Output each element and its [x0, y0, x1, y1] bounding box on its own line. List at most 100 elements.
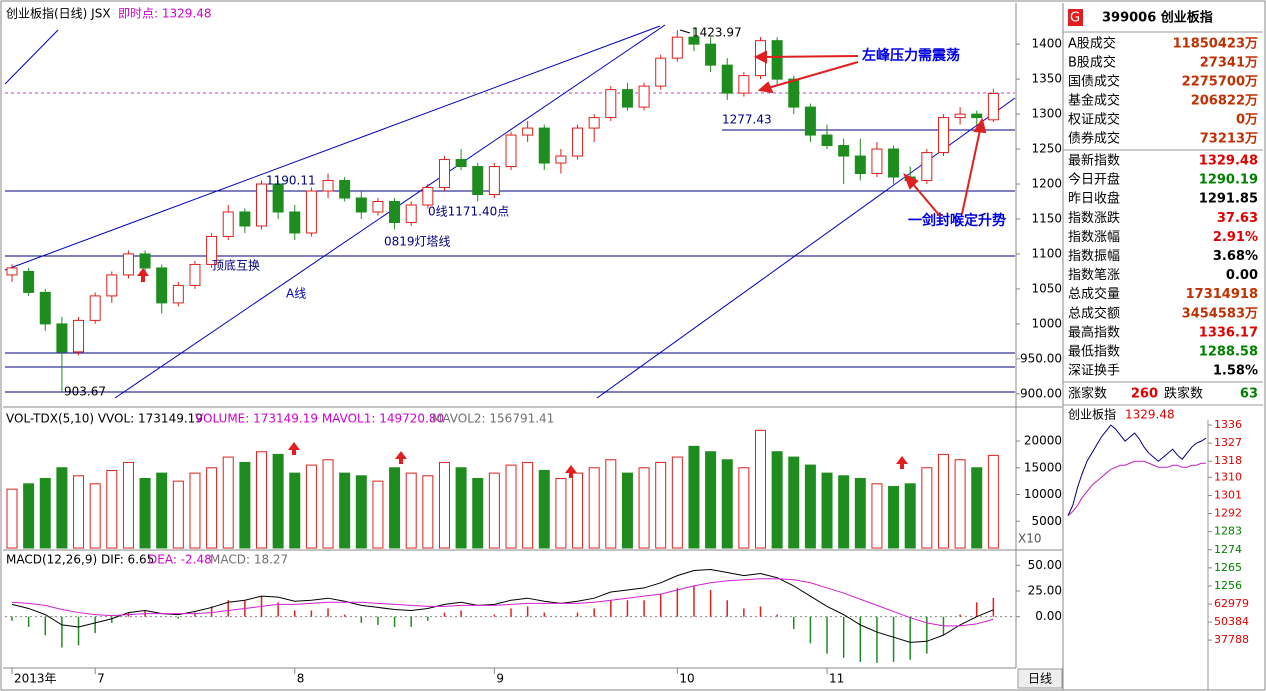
row-label: 债券成交: [1068, 131, 1120, 147]
y-tick-label: 1301: [1214, 488, 1242, 501]
volume-bar: [56, 467, 68, 549]
row-label: 总成交量: [1068, 286, 1120, 302]
volume-bar: [738, 467, 750, 549]
row-label: 深证换手: [1068, 364, 1120, 379]
panel-note: MAVOL2: 156791.41: [432, 412, 554, 426]
row-value: 17314918: [1186, 287, 1258, 302]
y-tick-label: 1000: [1031, 316, 1062, 330]
y-tick-label: 950.00: [1020, 351, 1062, 365]
y2-tick-label: 37788: [1214, 633, 1249, 646]
period-label[interactable]: 日线: [1028, 672, 1052, 686]
quote-panel: G 399006 创业板指 A股成交 11850423万 B股成交 27341万国债成…: [1063, 9, 1263, 406]
volume-bar: [305, 464, 317, 549]
y-tick-label: 1100: [1031, 246, 1062, 260]
row-label: B股成交: [1068, 55, 1116, 71]
y-tick-label: 1327: [1214, 436, 1242, 449]
y-tick-label: 1150: [1031, 211, 1062, 225]
annotation: 1277.43: [722, 113, 772, 127]
volume-bar: [405, 472, 417, 549]
mini-title: 创业板指: [1068, 407, 1116, 422]
candle-body: [937, 117, 949, 154]
pointer: [679, 29, 691, 34]
panel-title: VOL-TDX(5,10) VVOL: 173149.19: [6, 412, 203, 426]
row-label: 昨日收盘: [1068, 191, 1120, 207]
row-value: 11850423万: [1173, 37, 1258, 52]
x-tick-label: 8: [297, 672, 305, 686]
candle-body: [588, 117, 600, 129]
row-label: 指数笔涨: [1068, 267, 1120, 283]
y2-tick-label: 50384: [1214, 615, 1249, 628]
candle-body: [771, 40, 783, 80]
candle-body: [488, 166, 500, 196]
y-tick-label: 0.00: [1035, 609, 1062, 623]
period-button[interactable]: [1017, 668, 1063, 689]
panel-subtitle: VOLUME: 173149.19 MAVOL1: 149720.80: [195, 412, 444, 426]
volume-bar: [921, 467, 933, 549]
x-tick-label: 2013年: [14, 672, 57, 686]
candle-body: [871, 148, 883, 175]
y-tick-label: 1292: [1214, 507, 1242, 520]
candle-body: [738, 75, 750, 94]
y-tick-label: 1283: [1214, 525, 1242, 538]
volume-bar: [389, 467, 401, 549]
candle-body: [172, 284, 184, 304]
y-tick-label: 1050: [1031, 281, 1062, 295]
row-value: 2.91%: [1213, 230, 1258, 245]
volume-bar: [73, 475, 85, 549]
mini-subtitle: 1329.48: [1125, 408, 1175, 422]
y-tick-label: 1200: [1031, 177, 1062, 191]
candle-body: [954, 113, 966, 119]
volume-bar: [572, 472, 584, 549]
annotation: 1423.97: [692, 26, 742, 40]
volume-bar: [322, 459, 334, 549]
candle-body: [372, 201, 384, 213]
y-tick-label: 20000: [1024, 434, 1062, 448]
candle-body: [888, 148, 900, 178]
candle-body: [422, 187, 434, 206]
annotation: A线: [286, 287, 306, 301]
row-value: 0.00: [1226, 268, 1258, 283]
volume-bar: [289, 472, 301, 549]
volume-bar: [721, 459, 733, 549]
row-label: 权证成交: [1068, 112, 1120, 128]
candle-body: [39, 291, 51, 325]
candle-body: [289, 211, 301, 234]
candle-body: [89, 295, 101, 321]
row-label: 最高指数: [1068, 324, 1120, 340]
candle-body: [455, 159, 467, 168]
volume-bar: [987, 454, 999, 549]
candle-body: [256, 183, 267, 227]
volume-bar: [122, 461, 134, 549]
volume-bar: [854, 477, 866, 549]
candle-body: [638, 85, 650, 108]
x-tick-label: 10: [679, 672, 694, 686]
signal-arrows: [137, 268, 908, 478]
candle-body: [122, 253, 134, 276]
volume-bar: [871, 483, 883, 549]
y-tick-label: 1265: [1214, 561, 1242, 574]
volume-bar: [655, 461, 667, 549]
candle-body: [971, 113, 983, 119]
volume-bar: [605, 459, 617, 549]
volume-bar: [771, 451, 783, 549]
volume-bar: [422, 475, 434, 549]
candle-body: [305, 190, 317, 234]
row-value: 37.63: [1217, 211, 1258, 226]
candle-body: [272, 183, 284, 213]
volume-bar: [588, 467, 600, 549]
candle-body: [721, 64, 733, 94]
y-tick-label: 1250: [1031, 142, 1062, 156]
dif-line: [11, 568, 994, 643]
y-tick-label: 1350: [1031, 72, 1062, 86]
volume-bar: [888, 485, 900, 549]
row-value: 73213万: [1200, 132, 1258, 147]
adv-label: 涨家数: [1068, 386, 1107, 402]
candle-body: [56, 323, 68, 353]
candle-body: [6, 267, 18, 276]
badge: [1068, 9, 1083, 26]
volume-bar: [6, 488, 18, 549]
volume-bar: [272, 453, 284, 549]
